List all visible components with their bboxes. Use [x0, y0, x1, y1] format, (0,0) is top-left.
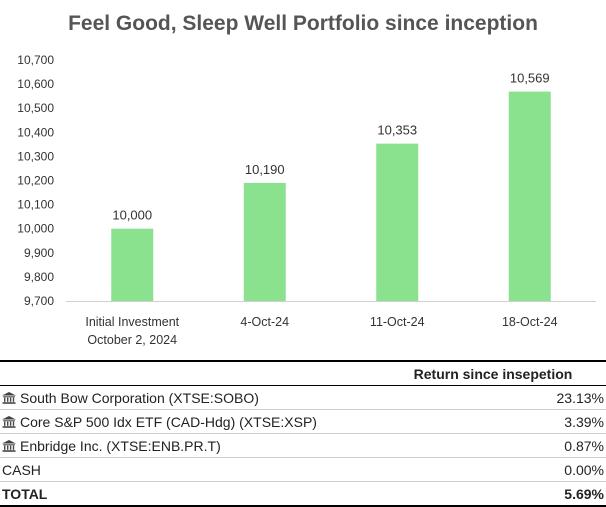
return-value: 23.13%	[380, 385, 606, 410]
x-tick-label: 11-Oct-24	[370, 315, 425, 329]
y-tick-label: 9,800	[24, 270, 54, 284]
data-label: 10,190	[245, 162, 285, 177]
x-tick-label: 18-Oct-24	[502, 315, 558, 329]
total-row: TOTAL 5.69%	[0, 481, 606, 507]
y-axis: 9,700 9,800 9,900 10,000 10,100 10,200 10,300 1…	[17, 53, 54, 308]
chart-title: Feel Good, Sleep Well Portfolio since in…	[68, 12, 538, 35]
holding-name-cell: CASH	[0, 457, 380, 482]
x-axis: Initial Investment October 2, 2024 4-Oct-2…	[85, 315, 557, 347]
bank-icon	[2, 415, 16, 428]
data-label: 10,353	[377, 123, 417, 138]
x-tick-label: 4-Oct-24	[240, 315, 289, 329]
bar	[376, 143, 419, 301]
total-value: 5.69%	[380, 481, 606, 507]
y-tick-label: 10,600	[17, 77, 54, 91]
holding-name-cell: Enbridge Inc. (XTSE:ENB.PR.T)	[0, 433, 380, 458]
table-row: South Bow Corporation (XTSE:SOBO) 23.13%	[0, 385, 606, 410]
holding-name: CASH	[2, 461, 41, 478]
bar-chart: 9,700 9,800 9,900 10,000 10,100 10,200 10,300 1…	[17, 53, 596, 347]
chart-area: Feel Good, Sleep Well Portfolio since in…	[17, 12, 596, 347]
holding-name-cell: Core S&P 500 Idx ETF (CAD-Hdg) (XTSE:XSP…	[0, 409, 380, 434]
y-tick-label: 9,700	[24, 294, 54, 308]
y-tick-label: 10,700	[17, 53, 54, 67]
bar	[508, 91, 551, 301]
return-value: 0.00%	[380, 457, 606, 482]
y-tick-label: 10,200	[17, 174, 54, 188]
table-header-blank	[0, 360, 380, 386]
total-label: TOTAL	[0, 481, 380, 507]
bar	[243, 182, 286, 301]
y-tick-label: 10,300	[17, 149, 54, 163]
table-row: CASH 0.00%	[0, 457, 606, 482]
bank-icon	[2, 391, 16, 404]
bar	[111, 228, 154, 301]
bank-icon	[2, 439, 16, 452]
y-tick-label: 9,900	[24, 246, 54, 260]
table-row: Core S&P 500 Idx ETF (CAD-Hdg) (XTSE:XSP…	[0, 409, 606, 434]
y-tick-label: 10,500	[17, 101, 54, 115]
holding-name: Enbridge Inc. (XTSE:ENB.PR.T)	[20, 437, 221, 454]
holding-name-cell: South Bow Corporation (XTSE:SOBO)	[0, 385, 380, 410]
holdings-table: Return since insepetion South Bow Corpor…	[0, 360, 606, 507]
x-tick-label: Initial Investment	[85, 315, 179, 329]
y-tick-label: 10,100	[17, 198, 54, 212]
holding-name: South Bow Corporation (XTSE:SOBO)	[20, 389, 259, 406]
x-tick-label: October 2, 2024	[87, 333, 177, 347]
return-value: 3.39%	[380, 409, 606, 434]
y-tick-label: 10,400	[17, 125, 54, 139]
y-tick-label: 10,000	[17, 222, 54, 236]
data-label: 10,569	[510, 71, 550, 86]
return-header: Return since insepetion	[380, 360, 606, 386]
table-row: Enbridge Inc. (XTSE:ENB.PR.T) 0.87%	[0, 433, 606, 458]
return-value: 0.87%	[380, 433, 606, 458]
bars: 10,000 10,190 10,353 10,569	[111, 71, 551, 301]
table-header-row: Return since insepetion	[0, 360, 606, 386]
data-label: 10,000	[112, 208, 152, 223]
holding-name: Core S&P 500 Idx ETF (CAD-Hdg) (XTSE:XSP…	[20, 413, 317, 430]
